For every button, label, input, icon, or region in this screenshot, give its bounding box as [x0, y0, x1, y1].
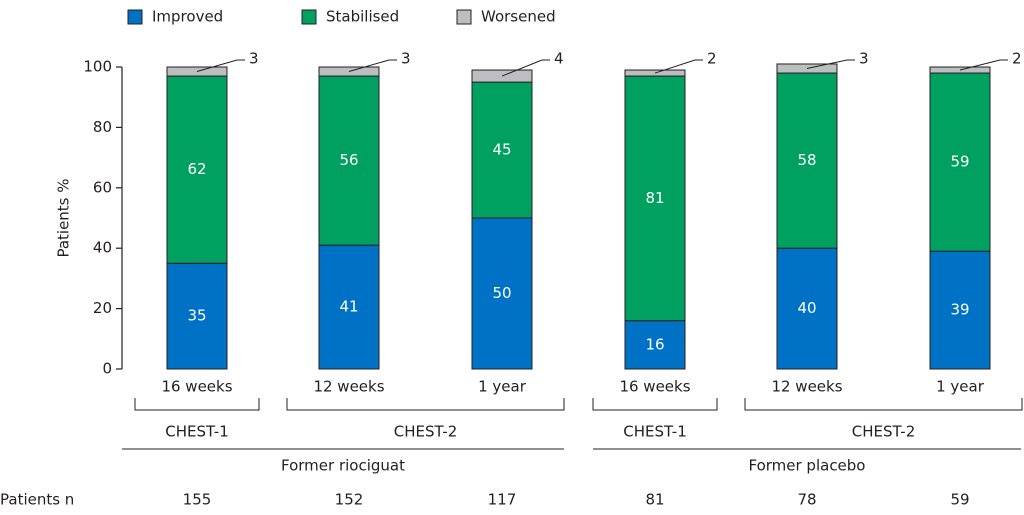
value-label: 3 [401, 50, 411, 68]
x-tick-label: 16 weeks [161, 378, 232, 396]
bracket [134, 398, 260, 411]
trial-label: CHEST-1 [165, 423, 229, 441]
bar-segment [624, 320, 686, 370]
value-label: 59 [950, 153, 969, 171]
legend-label: Worsened [481, 8, 556, 26]
x-tick-label: 16 weeks [619, 378, 690, 396]
value-label: 2 [707, 50, 717, 68]
value-label: 62 [187, 160, 206, 178]
bar-segment [318, 75, 380, 246]
leader-line [806, 59, 855, 69]
leader-line [501, 59, 550, 77]
y-tick-label: 100 [83, 58, 112, 76]
bracket [286, 398, 565, 411]
arm-label: Former riociguat [281, 457, 405, 475]
y-tick-label: 60 [93, 178, 112, 196]
value-label: 50 [492, 284, 511, 302]
bar-segment [318, 244, 380, 370]
trial-label: CHEST-2 [852, 423, 916, 441]
value-label: 3 [249, 50, 259, 68]
patients-n: 117 [488, 491, 517, 509]
bar-segment [166, 262, 228, 370]
value-label: 2 [1012, 50, 1022, 68]
bar-segment [776, 72, 838, 249]
value-label: 35 [187, 307, 206, 325]
legend-swatch [456, 9, 472, 25]
bar-segment [929, 250, 991, 370]
value-label: 41 [339, 298, 358, 316]
value-label: 45 [492, 141, 511, 159]
value-label: 81 [645, 189, 664, 207]
value-label: 56 [339, 151, 358, 169]
legend-label: Stabilised [326, 8, 399, 26]
bar-segment [929, 66, 991, 74]
y-tick-label: 20 [93, 299, 112, 317]
x-tick-label: 1 year [478, 378, 527, 396]
y-tick-label: 0 [102, 360, 112, 378]
x-tick-label: 1 year [936, 378, 985, 396]
patients-n: 155 [183, 491, 212, 509]
trial-label: CHEST-2 [394, 423, 458, 441]
patients-n: 59 [950, 491, 969, 509]
leader-line [959, 59, 1008, 71]
leader-line [348, 59, 397, 73]
leader-line [196, 59, 245, 73]
legend-swatch [127, 9, 143, 25]
patients-n: 78 [797, 491, 816, 509]
legend-swatch [301, 9, 317, 25]
value-label: 39 [950, 301, 969, 319]
value-label: 40 [797, 299, 816, 317]
bar-segment [929, 72, 991, 252]
trial-label: CHEST-1 [623, 423, 687, 441]
value-label: 4 [554, 50, 564, 68]
bracket [592, 398, 718, 411]
bar-segment [166, 75, 228, 264]
bar-segment [776, 247, 838, 370]
arm-label: Former placebo [748, 457, 865, 475]
y-tick-label: 80 [93, 118, 112, 136]
patients-n-label: Patients n [0, 491, 74, 509]
legend-label: Improved [152, 8, 223, 26]
value-label: 3 [859, 50, 869, 68]
y-tick-label: 40 [93, 239, 112, 257]
patients-n: 81 [645, 491, 664, 509]
patients-n: 152 [335, 491, 364, 509]
y-axis-label: Patients % [55, 178, 73, 257]
x-tick-label: 12 weeks [771, 378, 842, 396]
x-tick-label: 12 weeks [313, 378, 384, 396]
bracket [744, 398, 1023, 411]
value-label: 58 [797, 151, 816, 169]
leader-line [654, 59, 703, 74]
value-label: 16 [645, 335, 664, 353]
